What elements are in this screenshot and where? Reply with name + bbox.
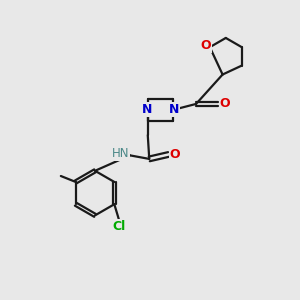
Text: O: O: [200, 39, 211, 52]
Text: N: N: [142, 103, 152, 116]
Text: O: O: [220, 98, 230, 110]
Text: Cl: Cl: [113, 220, 126, 233]
Text: O: O: [170, 148, 180, 161]
Text: N: N: [168, 103, 179, 116]
Text: HN: HN: [112, 147, 129, 161]
